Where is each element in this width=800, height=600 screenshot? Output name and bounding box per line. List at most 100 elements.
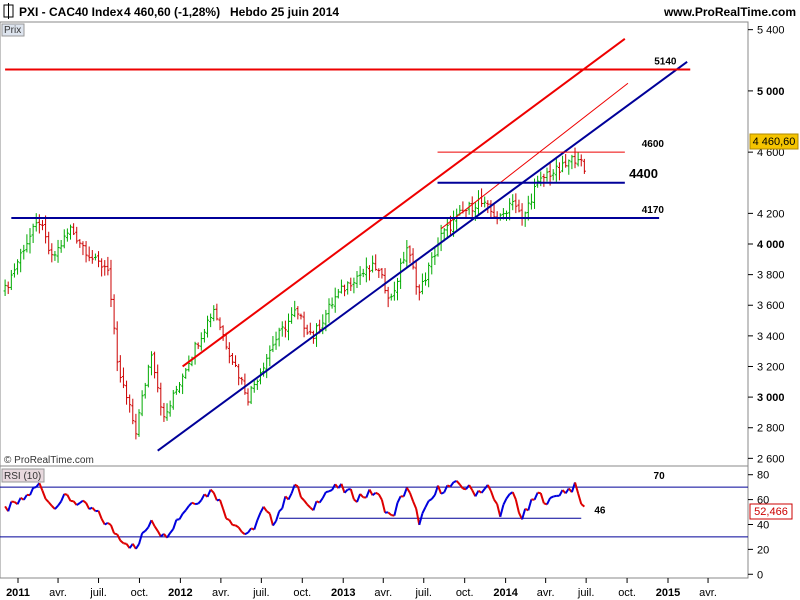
rsi-segment-up xyxy=(558,489,564,497)
rsi-segment-down xyxy=(91,507,97,512)
rsi-segment-up xyxy=(521,508,527,520)
rsi-segment-up xyxy=(253,519,259,530)
rsi-tick-label: 20 xyxy=(757,544,769,556)
rsi-segment-up xyxy=(281,496,287,509)
rsi-segment-up xyxy=(453,479,458,484)
rsi-segment-up xyxy=(16,497,22,505)
rsi-segment-up xyxy=(474,490,480,497)
rsi-segment-down xyxy=(191,501,196,506)
time-tick-label: 2015 xyxy=(656,587,680,599)
rsi-segment-up xyxy=(290,484,296,494)
rsi-segment-up xyxy=(206,489,212,498)
time-tick-label: 2013 xyxy=(331,587,355,599)
rsi-segment-down xyxy=(47,501,53,507)
rsi-segment-up xyxy=(443,485,449,493)
rsi-segment-up xyxy=(430,494,436,500)
candles xyxy=(3,147,586,440)
price-tick-label: 2 600 xyxy=(757,453,785,465)
rsi-segment-up xyxy=(244,531,249,536)
price-tick-label: 5 000 xyxy=(757,86,785,98)
rsi-segment-down xyxy=(262,506,268,512)
rsi-segment-down xyxy=(306,503,312,509)
rsi-segment-up xyxy=(275,511,281,522)
rsi-segment-up xyxy=(216,498,221,502)
rsi-segment-down xyxy=(268,513,274,526)
rsi-segment-up xyxy=(449,481,455,488)
rsi-segment-down xyxy=(97,510,103,520)
price-tick-label: 3 800 xyxy=(757,270,785,282)
time-axis: 2011 avr. juil. oct. 2012 avr. juil. oct. 2013 av… xyxy=(6,578,717,599)
rsi-segment-up xyxy=(396,495,402,504)
current-rsi-tag xyxy=(749,503,793,520)
rsi-segment-up xyxy=(138,532,144,545)
rsi-segment-up xyxy=(200,493,206,501)
rsi-segment-up xyxy=(371,492,377,497)
rsi-segment-down xyxy=(212,492,218,501)
rsi-segment-down xyxy=(380,499,387,513)
rsi-segment-down xyxy=(511,491,517,500)
rsi-segment-down xyxy=(228,519,234,526)
rsi-segment-down xyxy=(493,498,498,505)
rsi-segment-up xyxy=(421,506,427,514)
rsi-segment-down xyxy=(156,530,162,537)
time-tick-label: 2012 xyxy=(168,587,192,599)
rsi-segment-down xyxy=(107,522,112,526)
rsi-segment-down xyxy=(219,499,225,510)
rsi-segment-up xyxy=(272,520,277,527)
rsi-segment-down xyxy=(377,493,383,501)
rsi-segment-down xyxy=(437,485,443,495)
header-bar xyxy=(0,0,800,22)
rsi-segment-down xyxy=(574,482,580,494)
time-tick-label: oct. xyxy=(131,587,149,599)
rsi-segment-down xyxy=(415,508,421,526)
rsi-segment-up xyxy=(197,499,203,505)
rsi-segment-down xyxy=(234,524,240,529)
rsi-segment-down xyxy=(72,500,78,506)
rsi-support-label: 46 xyxy=(594,505,606,516)
rsi-segment-up xyxy=(321,491,327,499)
rsi-segment-up xyxy=(433,485,439,496)
rsi-segment-down xyxy=(387,511,392,516)
price-tick-label: 3 000 xyxy=(757,392,785,404)
rsi-segment-down xyxy=(580,503,586,508)
line-4400-label: 4400 xyxy=(629,166,658,181)
site-label[interactable]: www.ProRealTime.com xyxy=(663,5,796,19)
rsi-segment-down xyxy=(316,500,321,504)
rsi-segment-up xyxy=(104,522,109,526)
rsi-segment-up xyxy=(88,506,93,510)
rsi-segment-down xyxy=(477,489,483,494)
rsi-segment-up xyxy=(428,498,433,502)
rsi-segment-up xyxy=(402,487,408,497)
rsi-segment-up xyxy=(533,492,539,501)
line-4170-label: 4170 xyxy=(642,205,665,216)
rsi-segment-down xyxy=(514,499,520,513)
rsi-segment-up xyxy=(22,494,28,501)
rsi-line: 70 46 xyxy=(0,471,748,550)
rsi-segment-up xyxy=(502,498,508,506)
time-tick-label: juil. xyxy=(252,587,270,599)
rsi-segment-down xyxy=(409,492,415,502)
rsi-segment-up xyxy=(499,504,505,518)
rsi-segment-down xyxy=(455,480,461,486)
rsi-segment-down xyxy=(82,499,87,504)
rsi-segment-up xyxy=(331,483,337,491)
rsi-segment-down xyxy=(113,532,118,536)
rsi-segment-up xyxy=(172,519,178,530)
rsi-segment-up xyxy=(312,500,318,511)
price-tick-label: 3 600 xyxy=(757,300,785,312)
rsi-segment-down xyxy=(225,517,230,521)
rsi-panel-label: RSI (10) xyxy=(4,471,41,482)
rsi-segment-up xyxy=(553,494,557,498)
rsi-segment-down xyxy=(66,494,72,502)
rsi-segment-down xyxy=(222,508,228,519)
rsi-level-label: 70 xyxy=(654,471,666,482)
time-tick-label: avr. xyxy=(699,587,717,599)
time-tick-label: juil. xyxy=(577,587,595,599)
current-price-label: 4 460,60 xyxy=(753,136,796,148)
rsi-segment-up xyxy=(60,493,66,502)
rsi-segment-down xyxy=(300,496,305,502)
rsi-segment-up xyxy=(135,543,140,550)
time-tick-label: avr. xyxy=(212,587,230,599)
time-tick-label: oct. xyxy=(456,587,474,599)
